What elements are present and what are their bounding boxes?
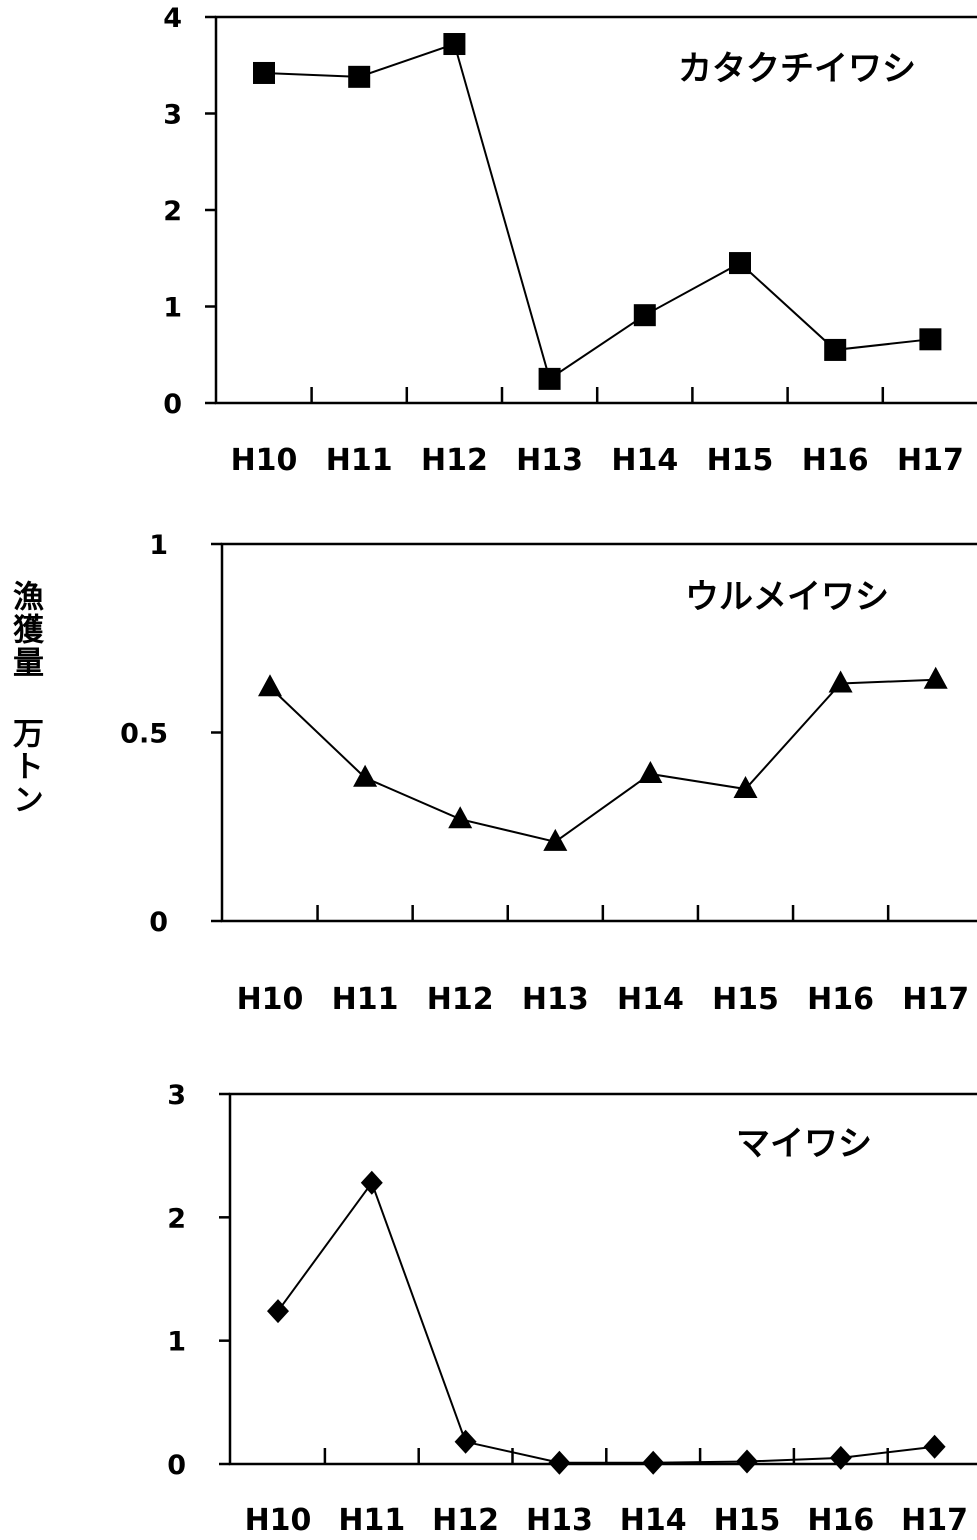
data-point xyxy=(729,252,751,274)
x-tick-label: H17 xyxy=(901,1503,968,1538)
data-point xyxy=(267,1299,289,1323)
panel-3: 0 1 2 3 H10 H11 H12 H13 H14 H15 H16 H17 マイワシ xyxy=(167,1080,977,1538)
x-tick-label: H15 xyxy=(714,1503,781,1538)
x-tick-label: H14 xyxy=(617,982,684,1017)
series-line xyxy=(264,44,930,379)
data-point xyxy=(448,806,472,828)
data-point xyxy=(919,328,941,350)
x-tick-label: H15 xyxy=(707,443,774,478)
y-tick-label: 3 xyxy=(167,1080,186,1111)
chart-title: カタクチイワシ xyxy=(678,49,916,89)
y-tick-label: 0 xyxy=(149,907,168,938)
series-line xyxy=(270,680,936,842)
data-point xyxy=(548,1451,570,1475)
x-tick-label: H11 xyxy=(326,443,393,478)
x-tick-label: H12 xyxy=(432,1503,499,1538)
data-point xyxy=(353,765,377,787)
y-tick-label: 0.5 xyxy=(120,719,168,750)
data-point xyxy=(924,1435,946,1459)
data-point xyxy=(361,1171,383,1195)
x-tick-label: H10 xyxy=(237,982,304,1017)
data-point xyxy=(258,674,282,696)
data-point xyxy=(539,368,561,390)
panel-1: 0 1 2 3 4 H10 H11 H12 H13 H14 H15 H16 H17 カタクチイワシ xyxy=(163,3,977,478)
data-point xyxy=(642,1451,664,1475)
y-tick-label: 3 xyxy=(163,100,182,131)
x-tick-label: H14 xyxy=(611,443,678,478)
data-point xyxy=(638,761,662,783)
data-point xyxy=(348,66,370,88)
x-tick-label: H14 xyxy=(620,1503,687,1538)
x-tick-label: H17 xyxy=(902,982,969,1017)
y-tick-label: 1 xyxy=(163,293,182,324)
x-tick-label: H16 xyxy=(807,982,874,1017)
data-point xyxy=(736,1450,758,1474)
chart-title: ウルメイワシ xyxy=(685,577,889,617)
y-tick-label: 0 xyxy=(163,389,182,420)
x-tick-label: H13 xyxy=(522,982,589,1017)
data-point xyxy=(455,1430,477,1454)
x-tick-label: H17 xyxy=(897,443,964,478)
x-tick-label: H12 xyxy=(421,443,488,478)
chart-title: マイワシ xyxy=(736,1124,872,1164)
data-point xyxy=(253,62,275,84)
x-tick-label: H11 xyxy=(338,1503,405,1538)
data-point xyxy=(924,667,948,689)
y-tick-label: 0 xyxy=(167,1450,186,1481)
y-tick-label: 1 xyxy=(167,1327,186,1358)
data-point xyxy=(443,33,465,55)
x-tick-label: H10 xyxy=(245,1503,312,1538)
data-point xyxy=(830,1446,852,1470)
x-tick-label: H16 xyxy=(802,443,869,478)
x-tick-label: H10 xyxy=(231,443,298,478)
x-tick-label: H16 xyxy=(807,1503,874,1538)
data-point xyxy=(824,339,846,361)
series-line xyxy=(278,1183,935,1463)
x-tick-label: H15 xyxy=(712,982,779,1017)
x-tick-label: H13 xyxy=(516,443,583,478)
x-tick-label: H13 xyxy=(526,1503,593,1538)
data-point xyxy=(829,670,853,692)
y-tick-label: 2 xyxy=(167,1203,186,1234)
x-tick-label: H11 xyxy=(332,982,399,1017)
x-tick-label: H12 xyxy=(427,982,494,1017)
panel-2: 0 0.5 1 H10 H11 H12 H13 H14 H15 H16 H17 ウルメイワシ xyxy=(120,530,977,1017)
data-point xyxy=(634,304,656,326)
y-tick-label: 2 xyxy=(163,196,182,227)
y-tick-label: 1 xyxy=(149,530,168,561)
y-tick-label: 4 xyxy=(163,3,182,34)
